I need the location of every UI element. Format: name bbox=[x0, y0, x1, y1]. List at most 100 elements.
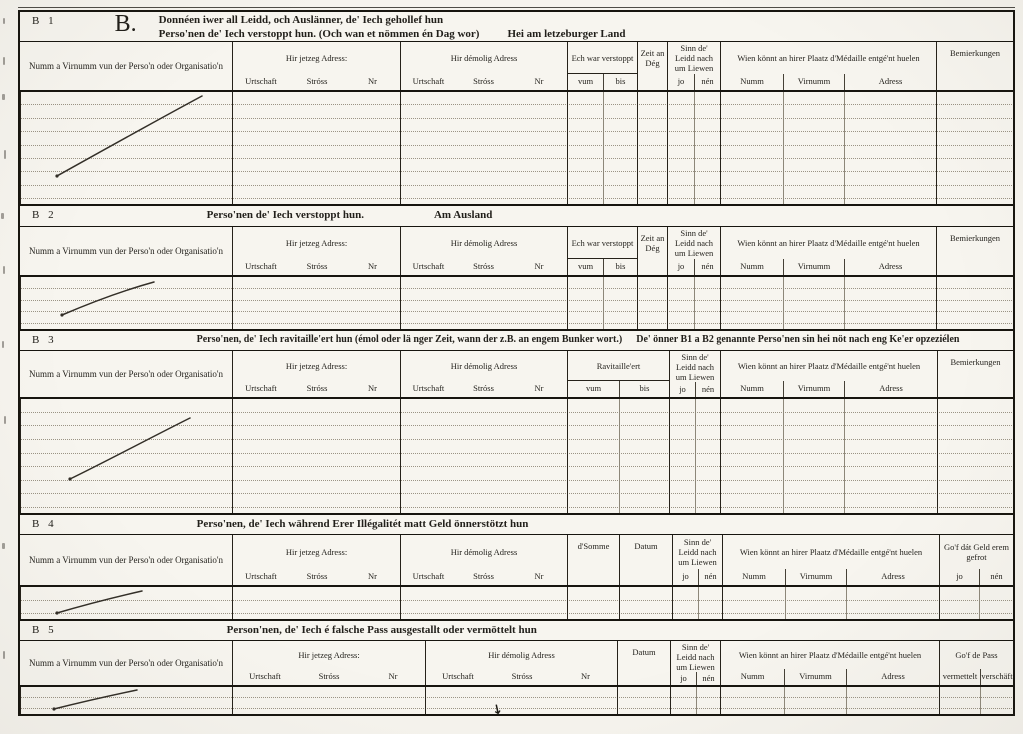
section-b4-titlebar: B 4 Perso'nen, de' Iech während Erer Illé… bbox=[20, 515, 1013, 535]
scan-artifact bbox=[4, 416, 6, 424]
col-zeit-header: Zeit an Dég bbox=[637, 227, 667, 275]
col-label: d'Somme bbox=[577, 541, 610, 551]
sub-label-row: Urtschaft Stróss Nr bbox=[401, 74, 567, 90]
col-wien-cells bbox=[720, 687, 939, 714]
col-name-header: Numm a Virnumm vun der Perso'n oder Orga… bbox=[20, 42, 232, 90]
col-wien-header: Wien könnt an hirer Plaatz d'Médaille en… bbox=[720, 227, 936, 275]
sub-label: Urtschaft bbox=[245, 261, 277, 272]
col-label: Numm a Virnumm vun der Perso'n oder Orga… bbox=[28, 245, 224, 256]
cell bbox=[721, 687, 784, 714]
ruled-line bbox=[21, 132, 1012, 146]
col-jetzeg-adress-header: Hir jetzeg Adress: Urtschaft Stróss Nr bbox=[232, 351, 400, 397]
ruled-lines bbox=[21, 687, 1012, 709]
sub-label: Virnumm bbox=[785, 569, 846, 585]
cell bbox=[846, 587, 939, 619]
col-jetzeg-adress-header: Hir jetzeg Adress: Urtschaft Stróss Nr bbox=[232, 227, 400, 275]
sub-label: Stróss bbox=[473, 261, 494, 272]
sub-label: vum bbox=[585, 383, 602, 394]
cell bbox=[698, 587, 722, 619]
sub-label: Stróss bbox=[306, 571, 328, 582]
scan-artifact bbox=[3, 651, 5, 659]
sub-label-row: jo nén bbox=[668, 259, 720, 275]
section-b3-titlebar: B 3 Perso'nen, de' Iech ravitaille'ert hu… bbox=[20, 331, 1013, 351]
col-ravitailleert-header: Ravitaille'ert vum bis bbox=[567, 351, 669, 397]
sub-label: vermettelt bbox=[942, 671, 978, 682]
sub-label-row: jo nén bbox=[940, 569, 1013, 585]
col-sinn-header: Sinn de' Leidd nach um Liewen jo nén bbox=[667, 42, 720, 90]
sub-label-row: Numm Virnumm Adress bbox=[721, 74, 936, 90]
sub-label: Numm bbox=[740, 76, 764, 87]
sub-label: Virnumm bbox=[784, 669, 846, 685]
cell bbox=[844, 92, 936, 204]
sub-label: Virnumm bbox=[783, 74, 844, 90]
col-name-cells bbox=[20, 687, 232, 714]
col-sinn-cells bbox=[667, 92, 720, 204]
col-demolig-adress-cells bbox=[400, 587, 567, 619]
sub-label: Nr bbox=[388, 671, 398, 682]
cell bbox=[668, 92, 694, 204]
col-verstoppt-cells bbox=[567, 277, 637, 329]
col-wien-header: Wien könnt an hirer Plaatz d'Médaille en… bbox=[722, 535, 939, 585]
col-name-cells bbox=[20, 399, 232, 513]
cell bbox=[783, 277, 844, 329]
cell bbox=[694, 277, 720, 329]
ruled-line bbox=[21, 159, 1012, 173]
sub-label-row: jo nén bbox=[670, 382, 720, 397]
ruled-line bbox=[21, 186, 1012, 199]
section-b2-titlebar: B 2 Perso'nen de' Iech verstoppt hun. Am A… bbox=[20, 206, 1013, 227]
col-label: Hir démolig Adress bbox=[450, 361, 518, 372]
sub-label: Nr bbox=[534, 571, 544, 582]
col-gof-pass-cells bbox=[939, 687, 1013, 714]
sub-label-row: Urtschaft Stróss Nr bbox=[233, 669, 425, 685]
sub-label-row: Numm Virnumm Adress bbox=[723, 569, 939, 585]
col-wien-cells bbox=[720, 277, 936, 329]
sub-label: vum bbox=[577, 261, 594, 272]
sub-label: jo bbox=[956, 571, 963, 582]
sub-label: bis bbox=[619, 381, 669, 397]
col-label: Numm a Virnumm vun der Perso'n oder Orga… bbox=[28, 368, 224, 379]
col-name-header: Numm a Virnumm vun der Perso'n oder Orga… bbox=[20, 351, 232, 397]
ruled-line bbox=[21, 92, 1012, 106]
col-jetzeg-adress-cells bbox=[232, 277, 400, 329]
col-datum-header: Datum bbox=[617, 641, 670, 685]
cell bbox=[568, 92, 603, 204]
sub-label: Stróss bbox=[473, 76, 494, 87]
section-label: B 3 bbox=[32, 334, 57, 346]
col-demolig-adress-cells bbox=[400, 92, 567, 204]
sub-label: nén bbox=[694, 74, 720, 90]
ruled-line bbox=[21, 413, 1012, 427]
sub-label: Numm bbox=[740, 383, 764, 394]
cell bbox=[673, 587, 698, 619]
cell bbox=[785, 587, 846, 619]
col-label: Wien könnt an hirer Plaatz d'Médaille en… bbox=[739, 547, 923, 558]
col-label: Numm a Virnumm vun der Perso'n oder Orga… bbox=[28, 657, 224, 668]
sub-label: Adress bbox=[846, 569, 939, 585]
scan-artifact bbox=[3, 57, 5, 65]
section-title: Perso'nen de' Iech verstoppt hun. bbox=[206, 209, 364, 221]
cell bbox=[721, 399, 783, 513]
sub-label-row: Urtschaft Stróss Nr bbox=[233, 569, 400, 585]
ruled-line bbox=[21, 440, 1012, 454]
ruled-line bbox=[21, 426, 1012, 440]
section-b2-body bbox=[20, 277, 1013, 329]
sub-label: nén bbox=[696, 672, 720, 685]
ruled-line bbox=[21, 494, 1012, 508]
sub-label-row: Urtschaft Stróss Nr bbox=[401, 569, 567, 585]
col-label: Hir jetzeg Adress: bbox=[285, 361, 348, 372]
col-label: Wien könnt an hirer Plaatz d'Médaille en… bbox=[737, 238, 920, 249]
scan-artifact bbox=[3, 18, 5, 24]
sub-label: Urtschaft bbox=[249, 671, 281, 682]
sub-label: Adress bbox=[846, 669, 939, 685]
cell bbox=[670, 399, 695, 513]
section-b1-titlebar: B 1 B. Donnéen iwer all Leidd, och Auslänn… bbox=[20, 12, 1013, 42]
col-somme-header: d'Somme bbox=[567, 535, 619, 585]
section-b1: B 1 B. Donnéen iwer all Leidd, och Auslänn… bbox=[20, 12, 1013, 204]
col-bemierkungen-header: Bemierkungen bbox=[936, 42, 1013, 90]
sub-label: Urtschaft bbox=[412, 383, 445, 394]
col-label: Zeit an Dég bbox=[640, 48, 665, 68]
col-label: Hir jetzeg Adress: bbox=[285, 53, 348, 64]
sub-label: Stróss bbox=[306, 383, 328, 394]
sub-label-row: vum bis bbox=[568, 381, 669, 397]
col-datum-cells bbox=[619, 587, 672, 619]
scan-artifact bbox=[2, 543, 5, 549]
